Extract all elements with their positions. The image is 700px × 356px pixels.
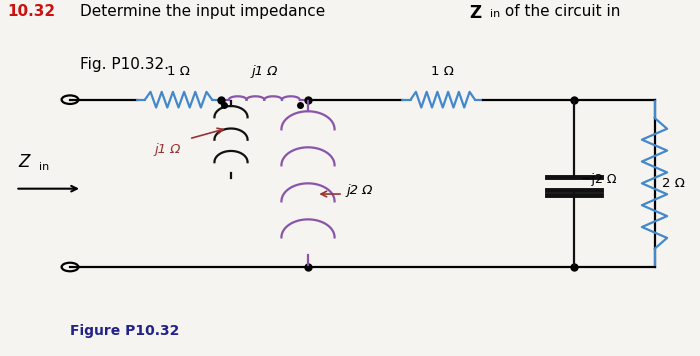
Text: 10.32: 10.32 [7,4,55,19]
Text: Fig. P10.32.: Fig. P10.32. [80,57,169,72]
Text: 1 Ω: 1 Ω [167,65,190,78]
Text: of the circuit in: of the circuit in [500,4,621,19]
Text: j2 Ω: j2 Ω [346,184,373,197]
Text: j1 Ω: j1 Ω [251,65,277,78]
Text: −j2 Ω: −j2 Ω [581,173,617,186]
Text: 1 Ω: 1 Ω [431,65,454,78]
Text: $\mathbf{Z}$: $\mathbf{Z}$ [469,4,482,22]
Text: $Z$: $Z$ [18,153,32,171]
Text: in: in [490,9,500,19]
Text: in: in [38,162,49,172]
Text: j1 Ω: j1 Ω [155,143,181,156]
Text: 2 Ω: 2 Ω [662,177,685,190]
Text: Figure P10.32: Figure P10.32 [70,324,179,338]
Text: Determine the input impedance: Determine the input impedance [80,4,330,19]
